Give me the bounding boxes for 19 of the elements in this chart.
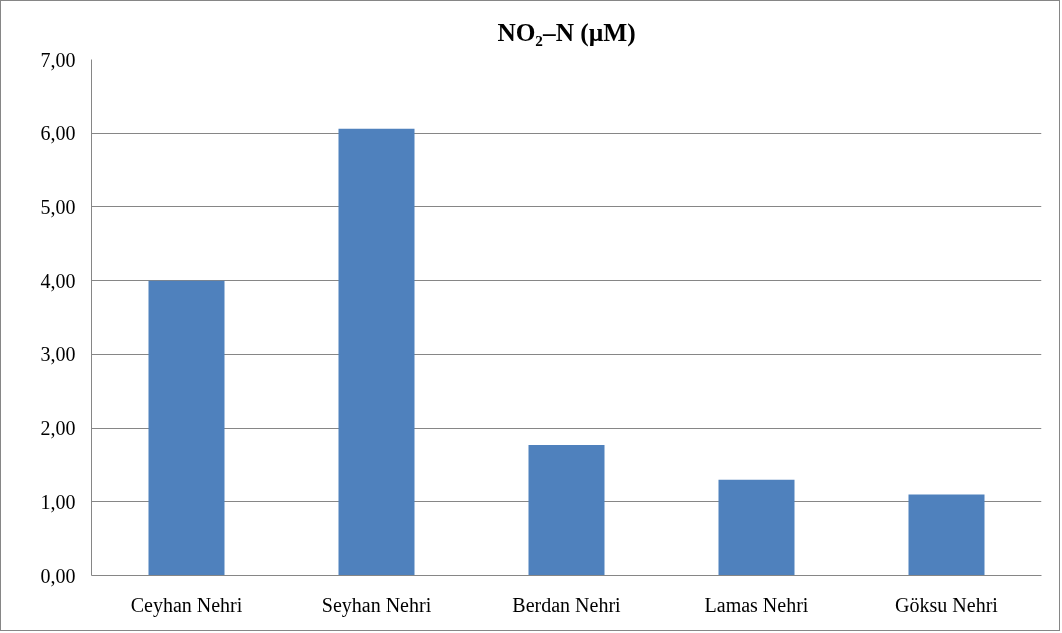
y-tick-label: 6,00: [40, 122, 76, 145]
y-tick-label: 5,00: [40, 195, 76, 218]
y-tick-label: 4,00: [40, 269, 76, 292]
y-tick-label: 7,00: [40, 48, 76, 71]
x-tick-label: Lamas Nehri: [704, 593, 809, 616]
x-tick-label: Seyhan Nehri: [321, 593, 432, 617]
x-tick-label: Ceyhan Nehri: [130, 593, 243, 617]
y-tick-label: 1,00: [40, 490, 76, 513]
bar: [338, 128, 415, 576]
bar: [148, 280, 225, 576]
y-tick-label: 2,00: [40, 417, 76, 440]
x-tick-label: Berdan Nehri: [512, 593, 622, 616]
bar: [718, 479, 795, 576]
bar: [908, 494, 985, 576]
y-tick-label: 3,00: [40, 343, 76, 366]
bar: [528, 445, 605, 576]
chart-title: NO₂–N (µM): [497, 17, 636, 47]
y-tick-label: 0,00: [40, 564, 76, 587]
x-tick-label: Göksu Nehri: [895, 593, 999, 616]
